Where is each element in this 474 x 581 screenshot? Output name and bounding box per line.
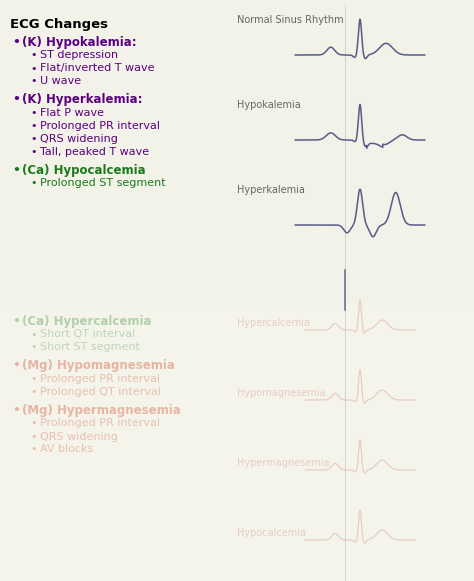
Text: Prolonged ST segment: Prolonged ST segment xyxy=(40,178,165,188)
Text: •: • xyxy=(30,374,36,384)
Text: Tall, peaked T wave: Tall, peaked T wave xyxy=(40,147,149,157)
Text: •: • xyxy=(30,51,36,60)
Text: Hypomagnesemia: Hypomagnesemia xyxy=(237,388,326,398)
Text: •: • xyxy=(12,360,20,372)
Text: QRS widening: QRS widening xyxy=(40,432,118,442)
Text: (Ca) Hypocalcemia: (Ca) Hypocalcemia xyxy=(22,164,146,177)
Text: Flat/inverted T wave: Flat/inverted T wave xyxy=(40,63,155,74)
Text: •: • xyxy=(30,121,36,131)
Text: Prolonged PR interval: Prolonged PR interval xyxy=(40,121,160,131)
Text: Normal Sinus Rhythm: Normal Sinus Rhythm xyxy=(237,15,344,25)
Text: •: • xyxy=(30,134,36,144)
Text: Prolonged QT interval: Prolonged QT interval xyxy=(40,387,161,397)
Text: Hypercalcemia: Hypercalcemia xyxy=(237,318,310,328)
Text: Hyperkalemia: Hyperkalemia xyxy=(237,185,305,195)
Text: •: • xyxy=(12,315,20,328)
Text: ECG Changes: ECG Changes xyxy=(10,18,108,31)
Text: Short ST segment: Short ST segment xyxy=(40,343,140,353)
Text: •: • xyxy=(30,108,36,118)
Text: •: • xyxy=(30,418,36,429)
Text: •: • xyxy=(12,36,20,49)
Text: •: • xyxy=(12,404,20,417)
Text: (Mg) Hypermagnesemia: (Mg) Hypermagnesemia xyxy=(22,404,181,417)
Text: Prolonged PR interval: Prolonged PR interval xyxy=(40,374,160,384)
Text: •: • xyxy=(30,444,36,454)
Text: QRS widening: QRS widening xyxy=(40,134,118,144)
Text: Hypermagnesemia: Hypermagnesemia xyxy=(237,458,329,468)
Text: •: • xyxy=(30,147,36,157)
Text: •: • xyxy=(30,387,36,397)
Text: Hypokalemia: Hypokalemia xyxy=(237,100,301,110)
Text: (Ca) Hypercalcemia: (Ca) Hypercalcemia xyxy=(22,315,152,328)
Text: •: • xyxy=(30,63,36,74)
Text: •: • xyxy=(12,94,20,106)
Text: U wave: U wave xyxy=(40,77,81,87)
Text: ST depression: ST depression xyxy=(40,51,118,60)
Bar xyxy=(0,310,474,581)
Text: •: • xyxy=(12,164,20,177)
Text: (K) Hyperkalemia:: (K) Hyperkalemia: xyxy=(22,94,143,106)
Text: •: • xyxy=(30,432,36,442)
Text: •: • xyxy=(30,178,36,188)
Text: (K) Hypokalemia:: (K) Hypokalemia: xyxy=(22,36,137,49)
Text: Hypocalcemia: Hypocalcemia xyxy=(237,528,306,538)
Text: •: • xyxy=(30,343,36,353)
Text: Prolonged PR interval: Prolonged PR interval xyxy=(40,418,160,429)
Text: Short QT interval: Short QT interval xyxy=(40,329,135,339)
Text: AV blocks: AV blocks xyxy=(40,444,93,454)
Text: •: • xyxy=(30,77,36,87)
Bar xyxy=(0,305,474,581)
Text: •: • xyxy=(30,329,36,339)
Text: Flat P wave: Flat P wave xyxy=(40,108,104,118)
Text: (Mg) Hypomagnesemia: (Mg) Hypomagnesemia xyxy=(22,360,175,372)
